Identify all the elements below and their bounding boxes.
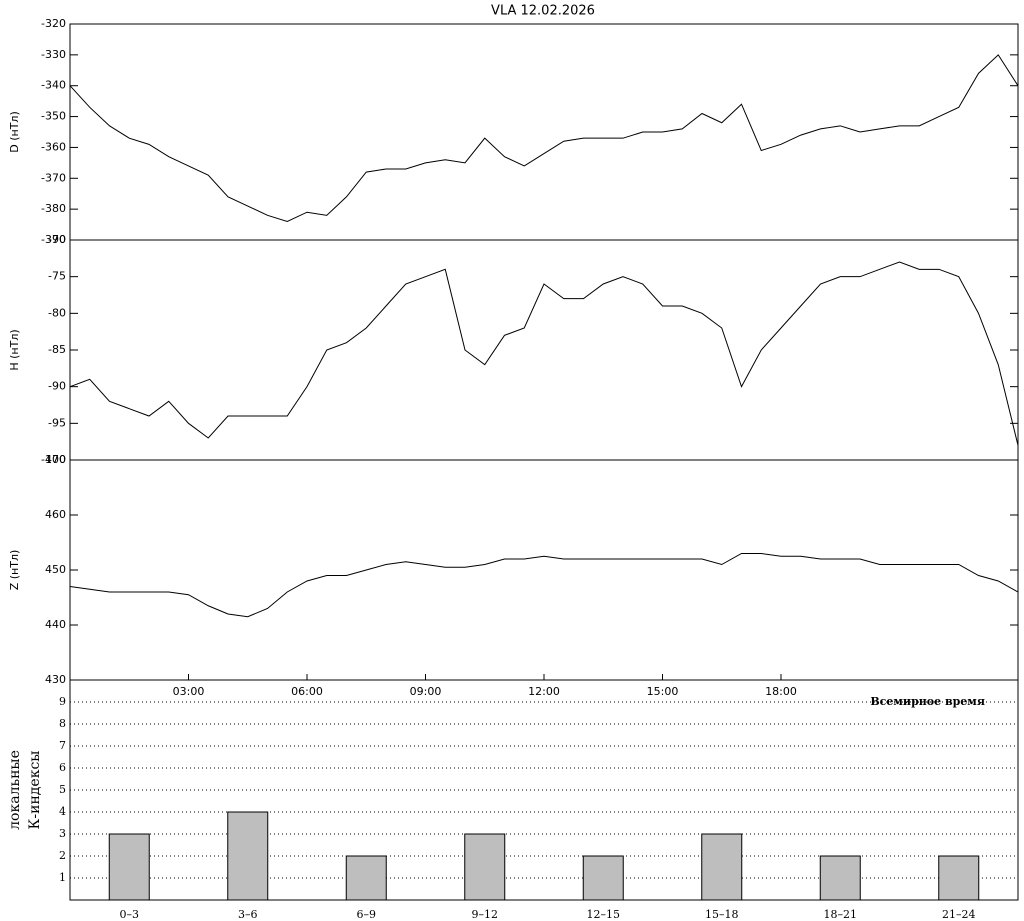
y-tick-label: -70 xyxy=(48,233,66,246)
y-tick-label: 470 xyxy=(45,453,66,466)
y-tick-label: 460 xyxy=(45,508,66,521)
y-tick-label: -75 xyxy=(48,270,66,283)
y-axis-label: Z (нТл) xyxy=(8,550,21,591)
y-tick-label: -85 xyxy=(48,343,66,356)
chart-title: VLA 12.02.2026 xyxy=(491,4,595,19)
x-tick-label: 6–9 xyxy=(357,908,377,921)
x-tick-label: 18–21 xyxy=(824,908,858,921)
y-tick-label: 7 xyxy=(59,739,66,752)
plot-frame xyxy=(69,239,1019,461)
x-axis-label: Всемирное время xyxy=(870,695,985,708)
data-line xyxy=(69,54,1019,223)
y-tick-label: 3 xyxy=(59,827,66,840)
x-tick-label: 18:00 xyxy=(765,685,797,698)
x-tick-label: 06:00 xyxy=(291,685,323,698)
y-tick-label: 440 xyxy=(45,618,66,631)
plot-frame xyxy=(69,23,1019,241)
y-tick-label: 1 xyxy=(59,871,66,884)
y-tick-label: -360 xyxy=(41,140,66,153)
y-tick-label: -100 xyxy=(41,453,66,466)
bar xyxy=(108,833,150,901)
y-tick-label: -370 xyxy=(41,171,66,184)
x-tick-label: 12–15 xyxy=(587,908,621,921)
bar xyxy=(701,833,743,901)
y-tick-label: -90 xyxy=(48,380,66,393)
y-axis-label: D (нТл) xyxy=(8,111,21,153)
y-tick-label: 9 xyxy=(59,695,66,708)
x-tick-label: 15:00 xyxy=(647,685,679,698)
y-tick-label: 4 xyxy=(59,805,66,818)
y-tick-label: -380 xyxy=(41,202,66,215)
y-tick-label: -340 xyxy=(41,79,66,92)
x-tick-label: 21–24 xyxy=(942,908,976,921)
y-axis-label: локальные xyxy=(7,750,23,830)
x-tick-label: 03:00 xyxy=(173,685,205,698)
y-tick-label: -330 xyxy=(41,48,66,61)
bar xyxy=(582,855,624,901)
bar xyxy=(345,855,387,901)
bar xyxy=(464,833,506,901)
data-line xyxy=(69,261,1019,446)
y-tick-label: -80 xyxy=(48,306,66,319)
plot-frame xyxy=(69,679,1019,901)
y-axis-label: H (нТл) xyxy=(8,329,21,370)
x-tick-label: 15–18 xyxy=(705,908,739,921)
bar xyxy=(227,811,269,901)
y-tick-label: 8 xyxy=(59,717,66,730)
y-tick-label: -95 xyxy=(48,416,66,429)
y-tick-label: -350 xyxy=(41,110,66,123)
x-tick-label: 3–6 xyxy=(238,908,258,921)
x-tick-label: 09:00 xyxy=(410,685,442,698)
x-tick-label: 9–12 xyxy=(472,908,499,921)
y-tick-label: 6 xyxy=(59,761,66,774)
y-axis-label: К-индексы xyxy=(27,751,43,830)
y-tick-label: 5 xyxy=(59,783,66,796)
bar xyxy=(938,855,980,901)
plot-frame xyxy=(69,459,1019,681)
y-tick-label: 430 xyxy=(45,673,66,686)
y-tick-label: 450 xyxy=(45,563,66,576)
y-tick-label: 2 xyxy=(59,849,66,862)
x-tick-label: 12:00 xyxy=(528,685,560,698)
y-tick-label: -320 xyxy=(41,17,66,30)
y-tick-label: -390 xyxy=(41,233,66,246)
x-tick-label: 0–3 xyxy=(120,908,140,921)
bar xyxy=(819,855,861,901)
data-line xyxy=(69,553,1019,618)
